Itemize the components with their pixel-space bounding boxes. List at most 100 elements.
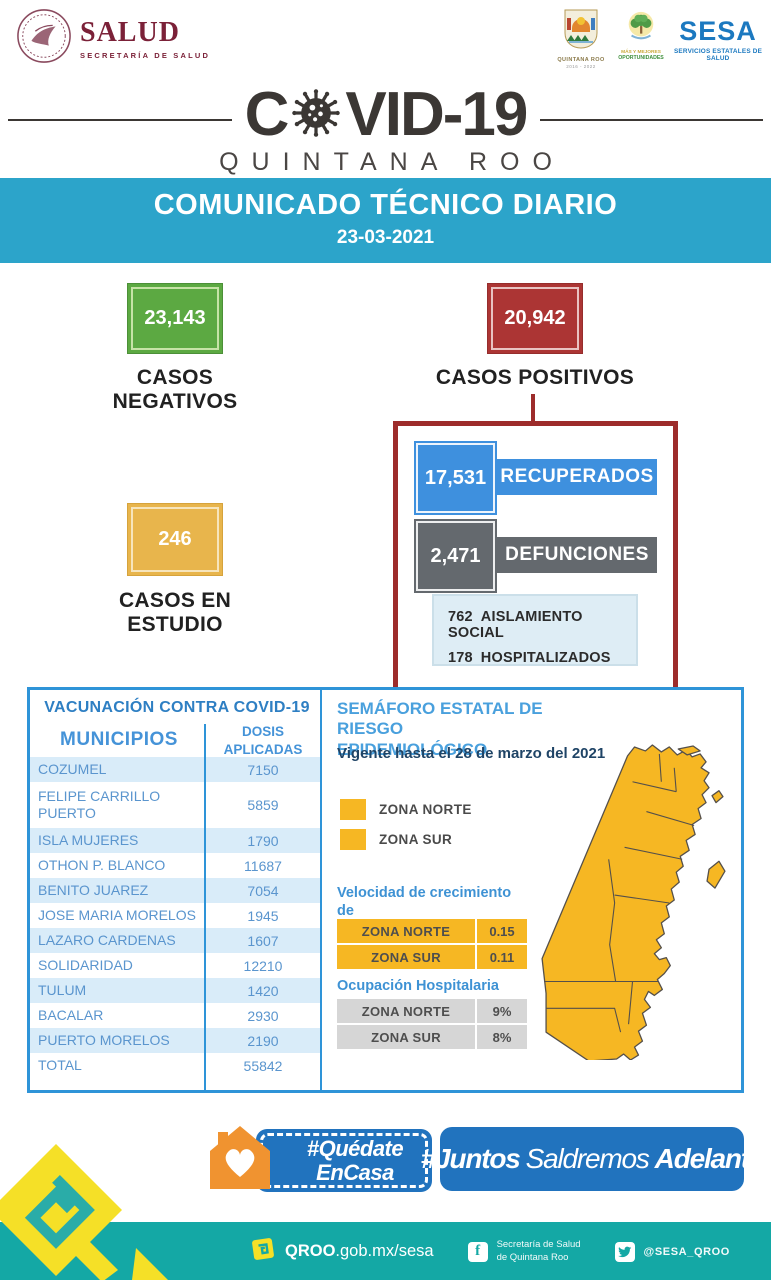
municipality-name: SOLIDARIDAD — [38, 956, 133, 973]
quintana-roo-government-logo — [0, 1142, 188, 1280]
legend-row: ZONA SUR — [340, 829, 472, 850]
recovered-value: 17,531 — [424, 466, 487, 489]
doses-value: 7150 — [247, 761, 279, 778]
facebook-label-line1: Secretaría de Salud — [496, 1239, 581, 1251]
municipality-name: BENITO JUAREZ — [38, 881, 149, 898]
isolation-label: AISLAMIENTO SOCIAL — [448, 609, 583, 641]
masthead-left-rule — [8, 119, 232, 121]
positive-cases-label: CASOS POSITIVOS — [435, 366, 635, 389]
bulletin-date: 23-03-2021 — [336, 227, 435, 248]
deaths-label: DEFUNCIONES — [497, 537, 657, 573]
masthead-right-rule — [540, 119, 763, 121]
positive-cases-box: 20,942 — [487, 283, 583, 354]
quintana-roo-crest-logo: QUINTANA ROO 2016 - 2022 — [552, 8, 610, 69]
oportunidades-line2: OPORTUNIDADES — [618, 55, 664, 61]
growth-value: 0.11 — [475, 945, 527, 969]
zone-legend: ZONA NORTE ZONA SUR — [340, 799, 472, 859]
hospitalized-row: 178 HOSPITALIZADOS — [448, 650, 636, 666]
footer-url-bold: QROO — [285, 1242, 336, 1260]
vaccination-title: VACUNACIÓN CONTRA COVID-19 — [44, 699, 310, 716]
doses-value: 55842 — [243, 1057, 283, 1074]
table-row: BACALAR 2930 — [30, 1003, 321, 1028]
isolation-value: 762 — [448, 609, 473, 625]
zona-sur-label: ZONA SUR — [379, 832, 453, 847]
table-row: COZUMEL 7150 — [30, 757, 321, 782]
municipality-name: FELIPE CARRILLO PUERTO — [38, 787, 161, 822]
brand-prefix: C — [244, 80, 290, 149]
column-header-dosis: DOSIS APLICADAS — [223, 724, 303, 758]
positive-cases-connector — [531, 394, 535, 422]
municipality-name: COZUMEL — [38, 760, 107, 777]
doses-value: 11687 — [244, 857, 282, 874]
growth-zone: ZONA NORTE — [337, 919, 475, 943]
virus-icon — [289, 86, 343, 145]
deaths-box: 2,471 — [414, 519, 497, 593]
growth-row: ZONA NORTE 0.15 — [337, 919, 527, 943]
table-row-total: TOTAL 55842 — [30, 1053, 321, 1078]
municipality-name: PUERTO MORELOS — [38, 1031, 170, 1048]
doses-value: 12210 — [243, 957, 283, 974]
occupancy-value: 9% — [475, 999, 527, 1023]
municipality-name: JOSE MARIA MORELOS — [38, 906, 196, 923]
doses-value: 2190 — [247, 1032, 279, 1049]
municipality-name: TOTAL — [38, 1056, 82, 1073]
isolation-row: 762 AISLAMIENTO SOCIAL — [448, 609, 636, 641]
negative-cases-label: CASOS NEGATIVOS — [112, 366, 238, 413]
under-study-value: 246 — [158, 528, 192, 550]
occupancy-zone: ZONA NORTE — [337, 999, 475, 1023]
sesa-title: SESA — [679, 16, 757, 46]
doses-value: 7054 — [247, 882, 279, 899]
positive-cases-value: 20,942 — [504, 307, 566, 329]
hospitalized-value: 178 — [448, 650, 473, 666]
doses-value: 2930 — [247, 1007, 279, 1024]
table-row: LAZARO CARDENAS 1607 — [30, 928, 321, 953]
deaths-value: 2,471 — [430, 544, 481, 567]
footer-url-rest: .gob.mx/sesa — [335, 1242, 434, 1260]
footer-twitter[interactable]: @SESA_QROO — [614, 1241, 730, 1262]
municipality-name: TULUM — [38, 981, 87, 998]
oportunidades-line1: MÁS Y MEJORES — [621, 50, 661, 55]
table-right-border — [320, 690, 322, 1090]
municipality-name: LAZARO CARDENAS — [38, 931, 176, 948]
occupancy-row: ZONA SUR 8% — [337, 1025, 527, 1049]
semaforo-valid-until: Vigente hasta el 28 de marzo del 2021 — [337, 745, 606, 762]
recovered-label: RECUPERADOS — [497, 459, 657, 495]
twitter-icon — [614, 1241, 635, 1262]
legend-row: ZONA NORTE — [340, 799, 472, 820]
zona-norte-label: ZONA NORTE — [379, 802, 472, 817]
doses-value: 1420 — [247, 982, 279, 999]
occupancy-value: 8% — [475, 1025, 527, 1049]
table-row: TULUM 1420 — [30, 978, 321, 1003]
brand-suffix: VID-19 — [345, 80, 528, 149]
table-row: FELIPE CARRILLO PUERTO 5859 — [30, 782, 321, 828]
negative-cases-box: 23,143 — [127, 283, 223, 354]
hospitalized-label: HOSPITALIZADOS — [480, 650, 611, 666]
eagle-seal-icon — [16, 8, 72, 69]
growth-rate-table: ZONA NORTE 0.15 ZONA SUR 0.11 — [337, 919, 527, 969]
facebook-label-line2: de Quintana Roo — [496, 1251, 569, 1263]
municipality-name: OTHON P. BLANCO — [38, 856, 166, 873]
municipality-name: BACALAR — [38, 1006, 104, 1023]
juntos-saldremos-adelante-banner: #Juntos Saldremos Adelante — [421, 1127, 765, 1191]
facebook-icon: f — [467, 1241, 488, 1262]
semaforo-title: SEMÁFORO ESTATAL DE RIESGO EPIDEMIOLÓGIC… — [337, 699, 547, 760]
footer-facebook[interactable]: f Secretaría de Salud de Quintana Roo — [467, 1239, 581, 1264]
table-row: OTHON P. BLANCO 11687 — [30, 853, 321, 878]
doses-value: 5859 — [247, 797, 279, 813]
quintana-roo-crest-period: 2016 - 2022 — [566, 64, 596, 69]
stay-home-house-icon — [208, 1124, 272, 1197]
footer-website[interactable]: QROO.gob.mx/sesa — [250, 1236, 434, 1267]
growth-value: 0.15 — [475, 919, 527, 943]
brand-state: QUINTANA ROO — [219, 148, 565, 176]
footer-content: QROO.gob.mx/sesa f Secretaría de Salud d… — [250, 1236, 730, 1267]
table-row: PUERTO MORELOS 2190 — [30, 1028, 321, 1053]
municipality-name: ISLA MUJERES — [38, 831, 139, 848]
bulletin-title: COMUNICADO TÉCNICO DIARIO — [153, 189, 618, 221]
growth-row: ZONA SUR 0.11 — [337, 945, 527, 969]
table-row: SOLIDARIDAD 12210 — [30, 953, 321, 978]
hospital-occupancy-title: Ocupación Hospitalaria — [337, 978, 499, 994]
growth-rate-title-line1: Velocidad de crecimiento de — [337, 885, 512, 920]
quintana-roo-crest-icon — [563, 9, 599, 54]
table-row: JOSE MARIA MORELOS 1945 — [30, 903, 321, 928]
